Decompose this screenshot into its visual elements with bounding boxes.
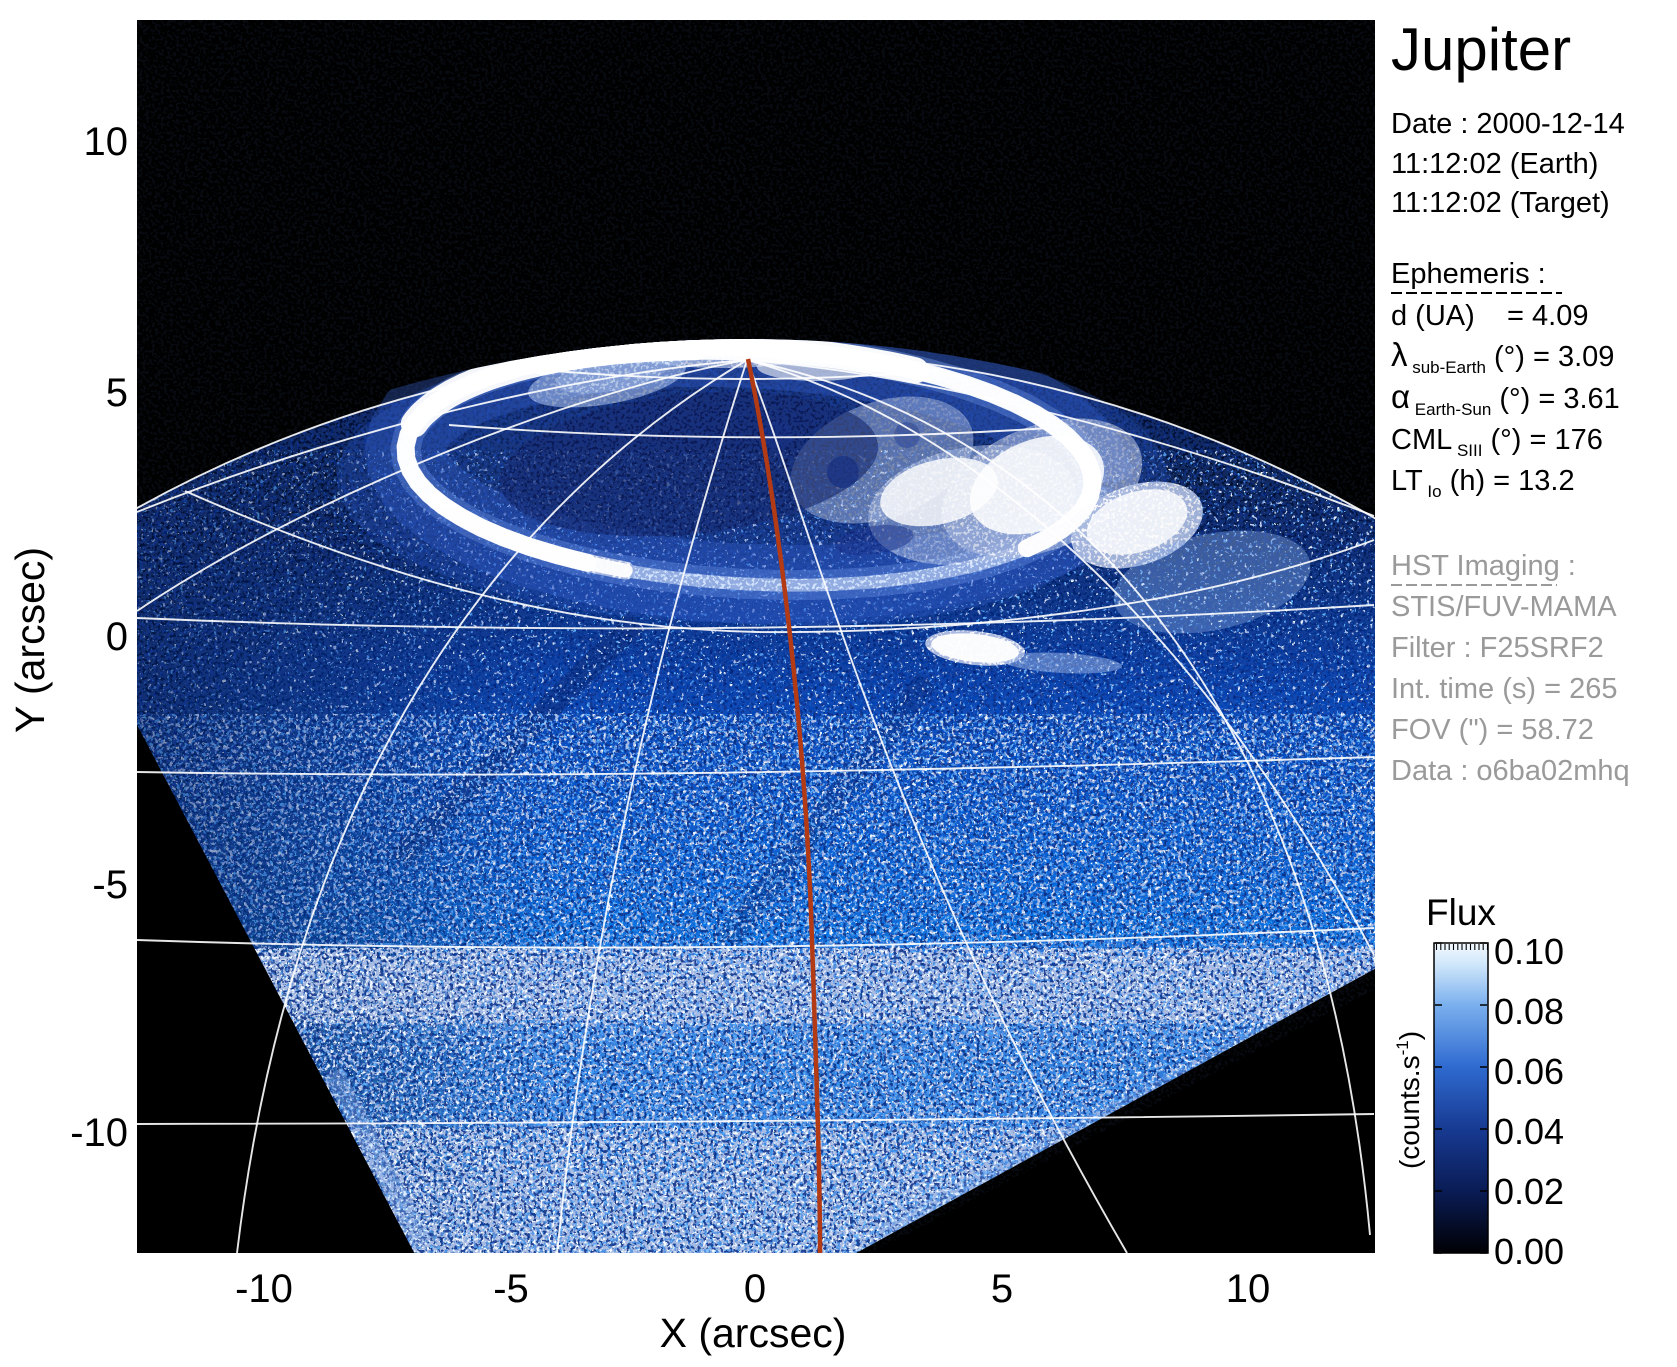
svg-text:11:12:02 (Earth): 11:12:02 (Earth) — [1391, 148, 1598, 180]
svg-text:Int. time (s) = 265: Int. time (s) = 265 — [1391, 673, 1617, 705]
svg-text:10: 10 — [1226, 1267, 1271, 1311]
svg-text:11:12:02 (Target): 11:12:02 (Target) — [1391, 187, 1610, 219]
svg-text:0.06: 0.06 — [1494, 1051, 1564, 1092]
svg-text:Y (arcsec): Y (arcsec) — [7, 547, 53, 733]
svg-text:STIS/FUV-MAMA: STIS/FUV-MAMA — [1391, 591, 1617, 623]
svg-text:0.02: 0.02 — [1494, 1171, 1564, 1212]
svg-text:Jupiter: Jupiter — [1391, 16, 1571, 83]
svg-text:-10: -10 — [70, 1111, 128, 1155]
svg-text:CML SIII (°) = 176: CML SIII (°) = 176 — [1391, 424, 1603, 460]
svg-text:(counts.s-1): (counts.s-1) — [1393, 1031, 1425, 1169]
svg-text:0: 0 — [106, 615, 128, 659]
svg-text:0: 0 — [744, 1267, 766, 1311]
svg-text:HST Imaging :: HST Imaging : — [1391, 550, 1576, 582]
svg-text:0.04: 0.04 — [1494, 1111, 1564, 1152]
svg-text:FOV (") = 58.72: FOV (") = 58.72 — [1391, 714, 1594, 746]
svg-text:0.00: 0.00 — [1494, 1231, 1564, 1272]
svg-text:5: 5 — [991, 1267, 1013, 1311]
svg-text:10: 10 — [84, 120, 129, 164]
svg-text:Data : o6ba02mhq: Data : o6ba02mhq — [1391, 755, 1630, 787]
svg-text:5: 5 — [106, 371, 128, 415]
svg-text:-10: -10 — [235, 1267, 293, 1311]
svg-text:LT Io (h) = 13.2: LT Io (h) = 13.2 — [1391, 465, 1575, 501]
svg-text:d (UA) = 4.09: d (UA) = 4.09 — [1391, 300, 1588, 332]
svg-text:Ephemeris :: Ephemeris : — [1391, 258, 1546, 290]
svg-text:Flux: Flux — [1426, 892, 1496, 933]
svg-text:-5: -5 — [92, 863, 128, 907]
svg-text:0.08: 0.08 — [1494, 991, 1564, 1032]
svg-text:Date : 2000-12-14: Date : 2000-12-14 — [1391, 108, 1625, 140]
svg-text:-5: -5 — [493, 1267, 529, 1311]
svg-text:Filter : F25SRF2: Filter : F25SRF2 — [1391, 632, 1604, 664]
svg-text:0.10: 0.10 — [1494, 931, 1564, 972]
svg-text:X (arcsec): X (arcsec) — [660, 1310, 847, 1356]
